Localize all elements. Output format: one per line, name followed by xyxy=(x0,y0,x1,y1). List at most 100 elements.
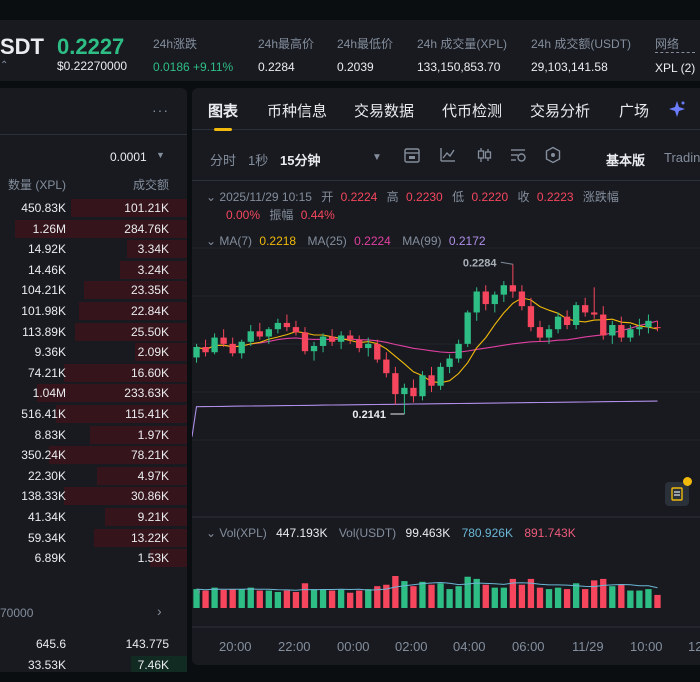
interval-dropdown-icon[interactable]: ▼ xyxy=(372,152,382,163)
row-amount: 9.21K xyxy=(137,510,169,524)
candle-body xyxy=(645,320,652,328)
ask-row[interactable]: 8.83K 1.97K xyxy=(0,425,187,445)
tab-square[interactable]: 广场 xyxy=(619,103,650,120)
candle-style-icon[interactable] xyxy=(475,146,493,164)
collapse-ma-icon[interactable]: ⌄ xyxy=(206,234,220,248)
volume-bar xyxy=(437,583,444,608)
tab-coin-info[interactable]: 币种信息 xyxy=(267,103,328,120)
candle-body xyxy=(319,336,327,346)
volume-bar xyxy=(627,590,634,608)
ask-row[interactable]: 59.34K 13.22K xyxy=(0,528,187,548)
volume-bar xyxy=(292,592,300,608)
tab-trade-analysis[interactable]: 交易分析 xyxy=(530,103,591,120)
x-tick: 06:00 xyxy=(512,639,545,654)
row-qty: 9.36K xyxy=(34,345,66,360)
top-strip xyxy=(0,0,700,20)
stat-label: 24h 成交额(USDT) xyxy=(531,37,632,51)
more-options-icon[interactable]: ··· xyxy=(152,102,169,118)
ask-row[interactable]: 9.36K 2.09K xyxy=(0,342,187,362)
candle-body xyxy=(545,329,553,338)
stat-network[interactable]: 网络 XPL (2) xyxy=(655,35,696,75)
candle-body xyxy=(437,366,444,386)
candle-body xyxy=(563,316,571,326)
volume-bar xyxy=(301,583,309,608)
candle-body xyxy=(337,335,345,342)
ask-row[interactable]: 1.04M 233.63K xyxy=(0,383,187,403)
volume-bar xyxy=(446,589,453,608)
candle-body xyxy=(600,314,607,336)
volume-bar xyxy=(374,586,381,608)
ask-row[interactable]: 1.26M 284.76K xyxy=(0,219,187,239)
col-amount-header: 成交额 xyxy=(132,178,169,192)
row-amount: 233.63K xyxy=(124,386,169,401)
chevron-right-icon[interactable]: › xyxy=(197,586,201,598)
mid-price[interactable]: 70000 xyxy=(0,606,34,620)
candle-body xyxy=(374,343,381,360)
trough-label: 0.2141 xyxy=(352,409,386,421)
ask-row[interactable]: 450.83K 101.21K xyxy=(0,198,187,218)
ask-row[interactable]: 138.33K 30.86K xyxy=(0,486,187,506)
ask-row[interactable]: 104.21K 23.35K xyxy=(0,280,187,300)
candle-body xyxy=(247,331,254,342)
candle-body xyxy=(428,375,435,386)
chevron-right-icon[interactable]: › xyxy=(157,603,162,619)
interval-1s[interactable]: 1秒 xyxy=(248,153,269,168)
volume-bar xyxy=(600,578,607,608)
candle-body xyxy=(509,285,517,292)
ask-row[interactable]: 113.89K 25.50K xyxy=(0,322,187,342)
ask-row[interactable]: 101.98K 22.84K xyxy=(0,301,187,321)
ma99-line xyxy=(192,400,658,437)
interval-15m[interactable]: 15分钟 xyxy=(280,153,321,168)
mode-basic[interactable]: 基本版 xyxy=(606,153,646,168)
candle-body xyxy=(654,327,661,329)
caret-down-icon[interactable]: ▼ xyxy=(156,150,165,160)
row-amount: 115.41K xyxy=(125,407,169,421)
ask-row[interactable]: 14.46K 3.24K xyxy=(0,260,187,280)
depth-bar xyxy=(104,508,187,526)
volume-bar xyxy=(310,589,318,608)
legend-high-label: 高 xyxy=(386,190,399,204)
shield-icon[interactable] xyxy=(544,146,562,164)
bid-row[interactable]: 33.53K 7.46K xyxy=(0,655,187,675)
row-amount: 2.09K xyxy=(137,345,169,360)
row-amount: 22.84K xyxy=(130,304,169,318)
ask-row[interactable]: 41.34K 9.21K xyxy=(0,507,187,527)
vol-usdt-value: 99.463K xyxy=(405,526,451,540)
indicator-chart-icon[interactable] xyxy=(439,146,457,164)
row-qty: 101.98K xyxy=(21,304,66,318)
ask-row[interactable]: 74.21K 16.60K xyxy=(0,363,187,383)
row-qty: 1.04M xyxy=(32,386,66,401)
collapse-legend-icon[interactable]: ⌄ xyxy=(206,190,220,204)
ask-row[interactable]: 6.89K 1.53K xyxy=(0,548,187,568)
ai-sparkle-icon[interactable] xyxy=(668,100,686,118)
candle-body xyxy=(473,291,480,313)
bid-row[interactable]: 645.6 143.775 xyxy=(0,634,187,654)
volume-bar xyxy=(265,590,272,608)
row-qty: 645.6 xyxy=(35,637,66,651)
candle-body xyxy=(301,332,309,352)
ask-row[interactable]: 516.41K 115.41K xyxy=(0,404,187,424)
volume-bar xyxy=(582,589,589,608)
ask-row[interactable]: 22.30K 4.97K xyxy=(0,466,187,486)
legend-low-label: 低 xyxy=(452,190,465,204)
candlestick-chart[interactable]: 0.2284 0.2141 xyxy=(192,88,700,665)
tab-token-check[interactable]: 代币检测 xyxy=(442,103,503,120)
tab-trade-data[interactable]: 交易数据 xyxy=(354,103,415,120)
volume-bar xyxy=(193,589,200,608)
ask-row[interactable]: 350.24K 78.21K xyxy=(0,445,187,465)
row-qty: 22.30K xyxy=(27,468,66,483)
collapse-volume-icon[interactable]: ⌄ xyxy=(206,526,220,540)
candle-body xyxy=(274,322,282,330)
calendar-icon[interactable] xyxy=(403,146,421,164)
precision-select[interactable]: 0.0001 xyxy=(110,150,147,164)
symbol-name[interactable]: SDT xyxy=(0,34,44,59)
interval-time[interactable]: 分时 xyxy=(210,153,237,168)
ask-row[interactable]: 14.92K 3.34K xyxy=(0,239,187,259)
orders-float-button[interactable] xyxy=(665,482,689,506)
tab-chart[interactable]: 图表 xyxy=(208,103,239,120)
legend-change: 0.00% xyxy=(226,208,261,222)
candle-body xyxy=(627,329,634,338)
row-amount: 1.97K xyxy=(137,427,169,442)
mode-tradingview[interactable]: Tradin xyxy=(664,150,700,165)
settings-chart-icon[interactable] xyxy=(509,146,527,164)
